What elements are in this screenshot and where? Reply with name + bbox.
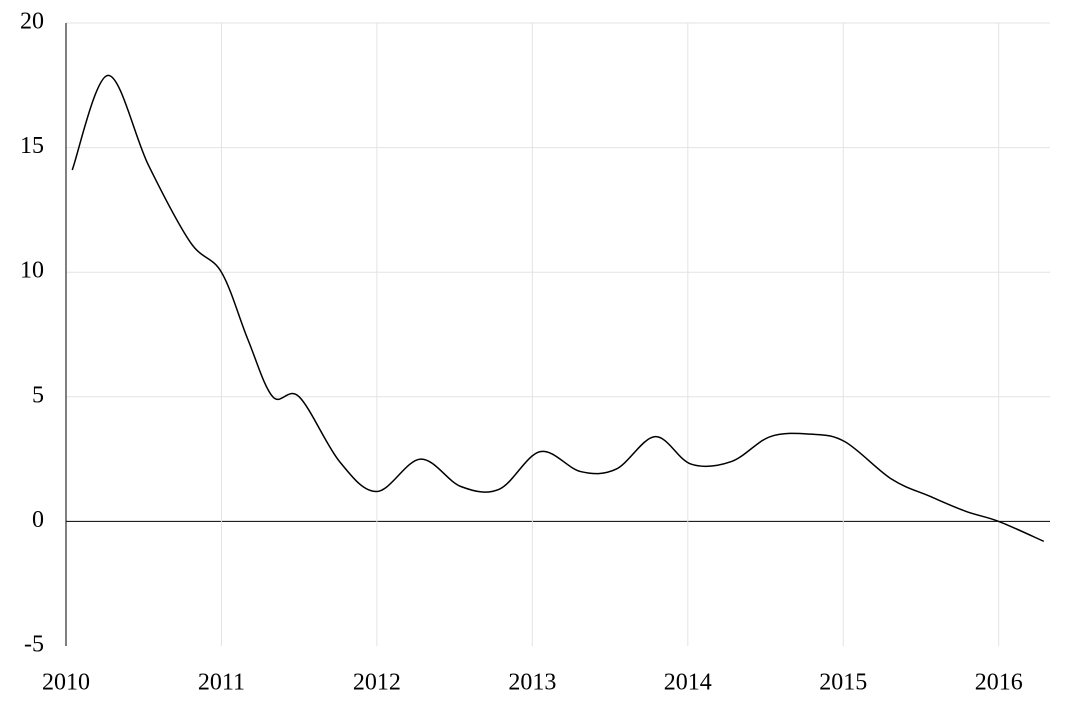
x-tick-label: 2016 <box>975 670 1023 696</box>
y-tick-label: 0 <box>32 507 44 533</box>
y-tick-label: -5 <box>24 632 44 658</box>
y-tick-label: 5 <box>32 382 44 408</box>
x-tick-label: 2011 <box>198 670 245 696</box>
x-tick-label: 2015 <box>819 670 867 696</box>
y-tick-label: 20 <box>20 9 44 35</box>
x-tick-label: 2013 <box>508 670 556 696</box>
x-tick-label: 2014 <box>664 670 712 696</box>
x-tick-label: 2010 <box>42 670 90 696</box>
line-series <box>71 74 1045 543</box>
x-tick-label: 2012 <box>353 670 401 696</box>
y-tick-label: 10 <box>20 258 44 284</box>
y-tick-label: 15 <box>20 133 44 159</box>
